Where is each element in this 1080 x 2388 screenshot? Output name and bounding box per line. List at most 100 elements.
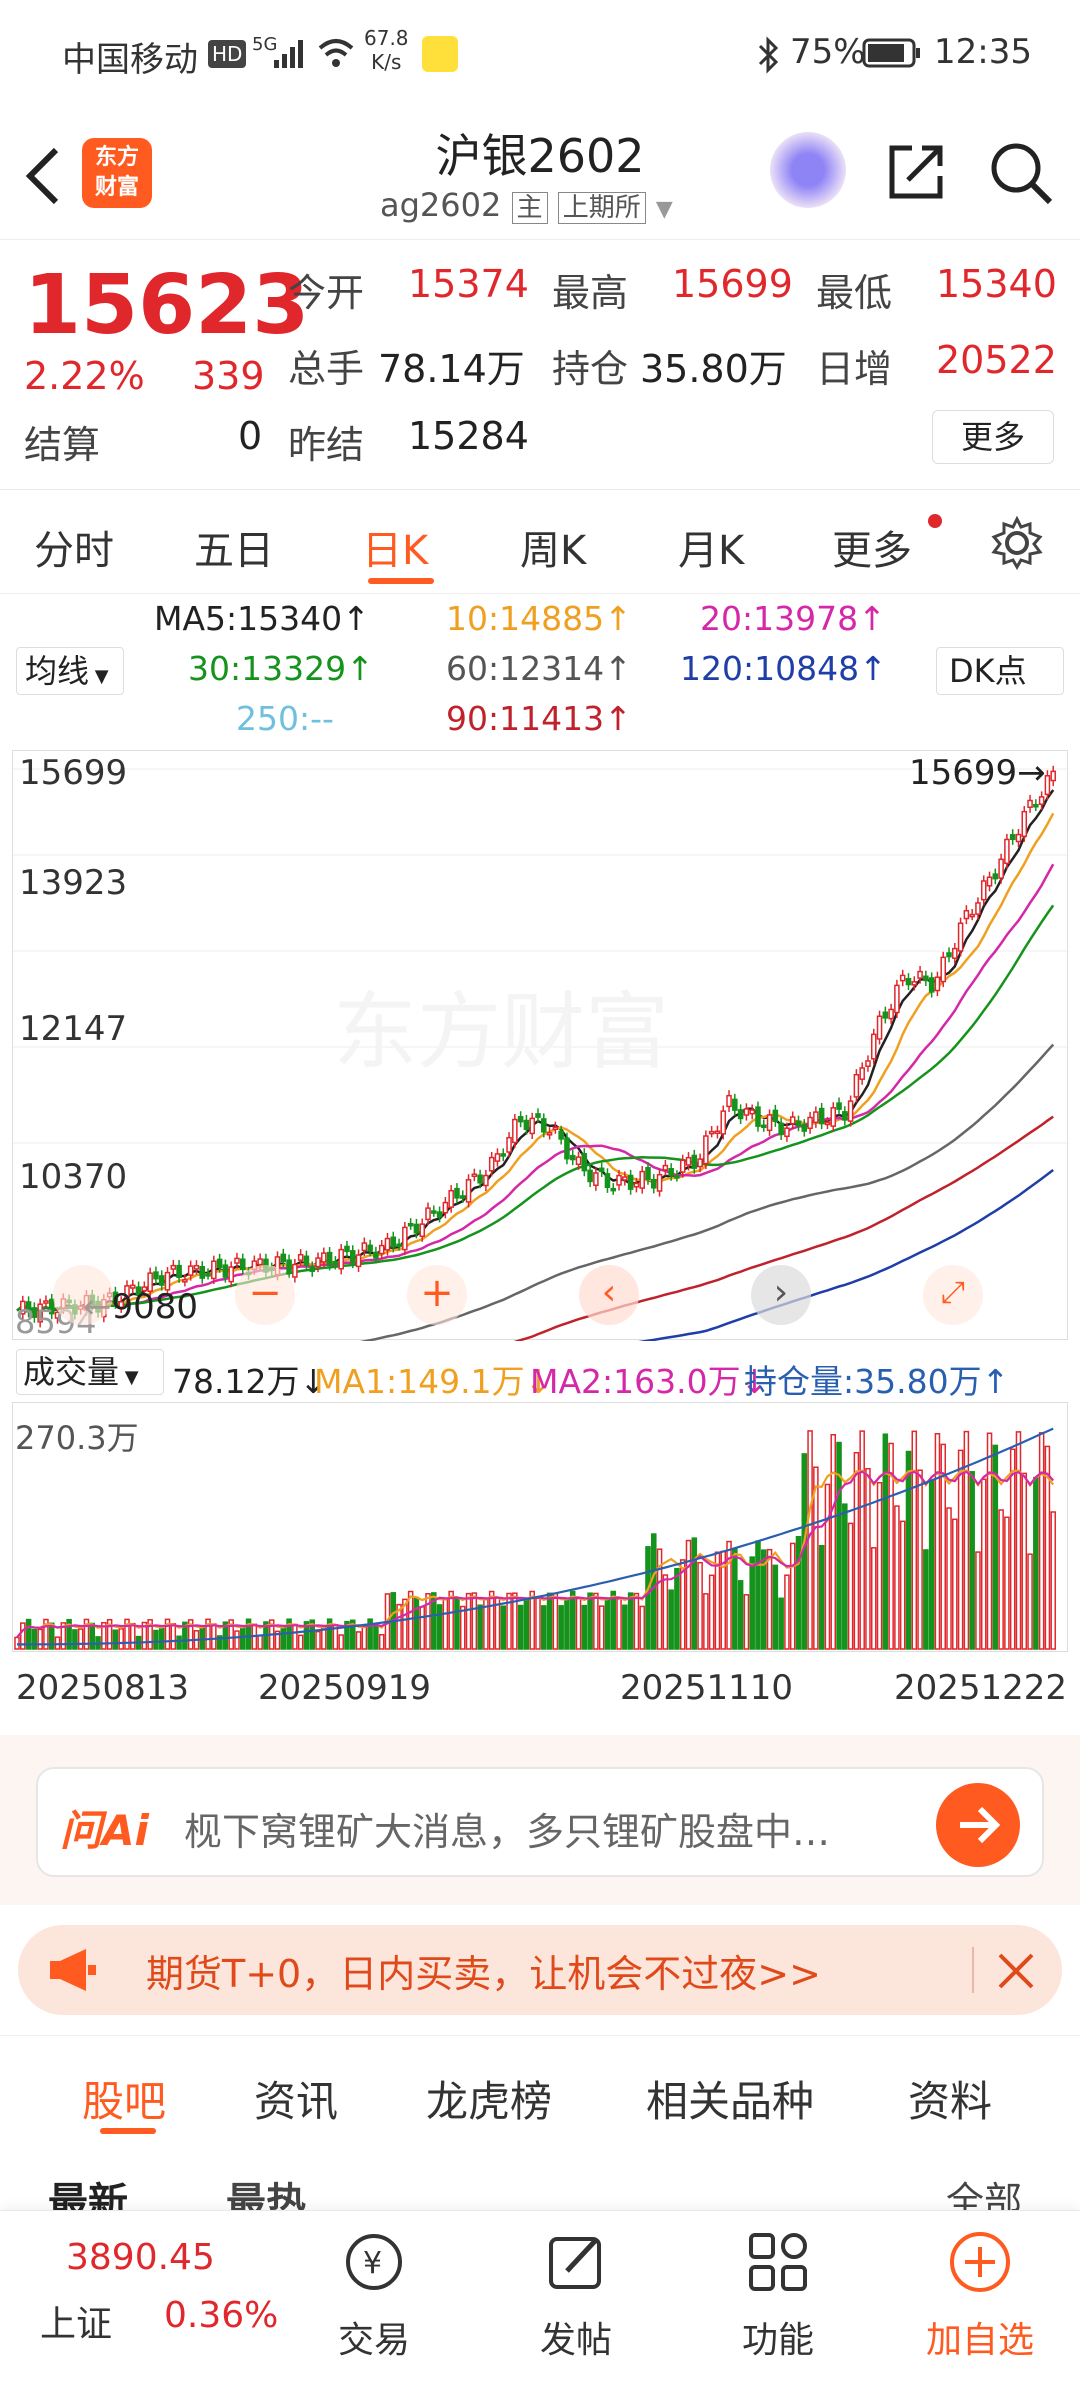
scroll-left-button[interactable]: ‹ [579, 1265, 639, 1325]
candle-body [390, 1236, 397, 1248]
volume-chart[interactable]: 270.3万 [12, 1402, 1068, 1652]
indicator-select[interactable]: 均线 ▼ [16, 647, 124, 695]
ai-submit-button[interactable] [936, 1783, 1020, 1867]
ai-assistant-icon[interactable] [770, 132, 846, 208]
volume-bar [610, 1590, 617, 1650]
edit-icon [549, 2237, 601, 2289]
candle-body [506, 1136, 512, 1153]
nav-trade[interactable]: ¥ 交易 [304, 2211, 444, 2363]
candle-body [853, 1073, 860, 1098]
settle-value: 0 [238, 414, 263, 458]
candles [20, 765, 1056, 1328]
candle-body [668, 1167, 674, 1176]
volume-bar [506, 1592, 512, 1650]
tab-daily-k[interactable]: 日K [362, 528, 429, 574]
active-tab-indicator [368, 578, 434, 584]
volume-bar [795, 1536, 802, 1650]
index-value: 3890.45 [66, 2237, 215, 2278]
volume-bar [535, 1597, 541, 1650]
candle-body [297, 1253, 304, 1261]
tab-weekly-k[interactable]: 周K [520, 528, 587, 574]
volume-bar [1050, 1511, 1056, 1650]
candle-body [662, 1164, 669, 1171]
zoom-out-button[interactable]: − [235, 1265, 295, 1325]
more-button[interactable]: 更多 [932, 410, 1054, 464]
nav-add-watchlist[interactable]: 加自选 [910, 2211, 1050, 2363]
candle-body [1038, 796, 1045, 805]
back-icon[interactable] [22, 144, 62, 208]
tab-profile[interactable]: 资料 [908, 2077, 993, 2126]
volume-bar [43, 1618, 49, 1650]
tab-guba[interactable]: 股吧 [82, 2077, 167, 2126]
volume-bar [668, 1589, 674, 1650]
candle-body [257, 1258, 263, 1266]
candle-body [523, 1119, 530, 1130]
volume-bar [957, 1449, 964, 1650]
candle-body [216, 1258, 223, 1268]
scroll-right-button[interactable]: › [751, 1265, 811, 1325]
nav-functions[interactable]: 功能 [708, 2211, 848, 2363]
tab-monthly-k[interactable]: 月K [678, 528, 745, 574]
candle-body [882, 1011, 889, 1019]
volume-lines [16, 1427, 1055, 1646]
tab-news[interactable]: 资讯 [254, 2077, 339, 2126]
volume-bar [789, 1542, 796, 1650]
candle-body [598, 1167, 605, 1173]
share-icon[interactable] [886, 142, 946, 202]
candle-body [477, 1174, 483, 1184]
volume-bar [529, 1590, 535, 1650]
nav-post[interactable]: 发帖 [506, 2211, 646, 2363]
ma-line [16, 863, 1055, 1312]
candle-body [541, 1118, 547, 1133]
candle-body [193, 1264, 200, 1270]
candle-body [604, 1173, 611, 1189]
candle-body [708, 1130, 715, 1135]
candle-body [1004, 838, 1010, 865]
tab-dragon-tiger[interactable]: 龙虎榜 [426, 2077, 553, 2126]
volume-max-label: 270.3万 [15, 1419, 139, 1457]
candle-body [784, 1127, 790, 1138]
volume-bar [546, 1592, 553, 1650]
candle-body [54, 1311, 61, 1319]
search-icon[interactable] [988, 140, 1054, 206]
exchange-tag: 上期所 [557, 192, 646, 224]
period-tabs: 分时 五日 日K 周K 月K 更多 [0, 490, 1080, 594]
candle-body [454, 1187, 460, 1199]
volume-bar [847, 1522, 854, 1650]
candle-body [581, 1153, 588, 1172]
close-icon[interactable] [994, 1949, 1038, 1993]
open-value: 15374 [408, 262, 529, 306]
zoom-in-button[interactable]: + [407, 1265, 467, 1325]
volume-bar [338, 1634, 344, 1650]
candle-body [402, 1226, 408, 1251]
volume-bar [928, 1480, 935, 1650]
volume-bar [598, 1605, 605, 1650]
contract-info[interactable]: ag2602 主 上期所 ▼ [380, 186, 673, 224]
vol-ma2: MA2:163.0万↓ [530, 1362, 769, 1401]
dk-point-button[interactable]: DK点 [936, 647, 1064, 695]
settings-gear-icon[interactable] [990, 516, 1044, 570]
ai-brand: 问Ai [60, 1806, 149, 1855]
volume-bar [755, 1540, 761, 1650]
tab-related[interactable]: 相关品种 [646, 2077, 815, 2126]
scroll-left-double-button[interactable] [53, 1265, 113, 1325]
candle-body [442, 1201, 449, 1214]
candle-body [755, 1106, 761, 1127]
tab-more[interactable]: 更多 [832, 528, 912, 574]
candle-body [818, 1107, 825, 1125]
promo-banner[interactable]: 期货T+0，日内买卖，让机会不过夜>> [18, 1925, 1062, 2015]
tab-five-day[interactable]: 五日 [194, 528, 274, 574]
fullscreen-button[interactable]: ⤢ [923, 1265, 983, 1325]
tab-intraday[interactable]: 分时 [34, 528, 114, 574]
volume-indicator-select[interactable]: 成交量 ▼ [16, 1349, 164, 1395]
main-tag: 主 [511, 192, 548, 224]
kline-chart[interactable]: 东方财富 15699 13923 12147 10370 8594 ←9080 … [12, 750, 1069, 1460]
high-value: 15699 [672, 262, 793, 306]
volume-bar [274, 1630, 281, 1650]
candle-body [651, 1178, 657, 1189]
volume-header: 成交量 ▼ 78.12万↓ MA1:149.1万↓ MA2:163.0万↓ 持仓… [0, 1345, 1080, 1401]
ai-search-box[interactable]: 问Ai 枧下窝锂矿大消息，多只锂矿股盘中… [36, 1767, 1044, 1877]
volume-bar [772, 1564, 779, 1650]
candle-body [865, 1060, 871, 1067]
ma120-label: 120:10848↑ [680, 649, 887, 688]
